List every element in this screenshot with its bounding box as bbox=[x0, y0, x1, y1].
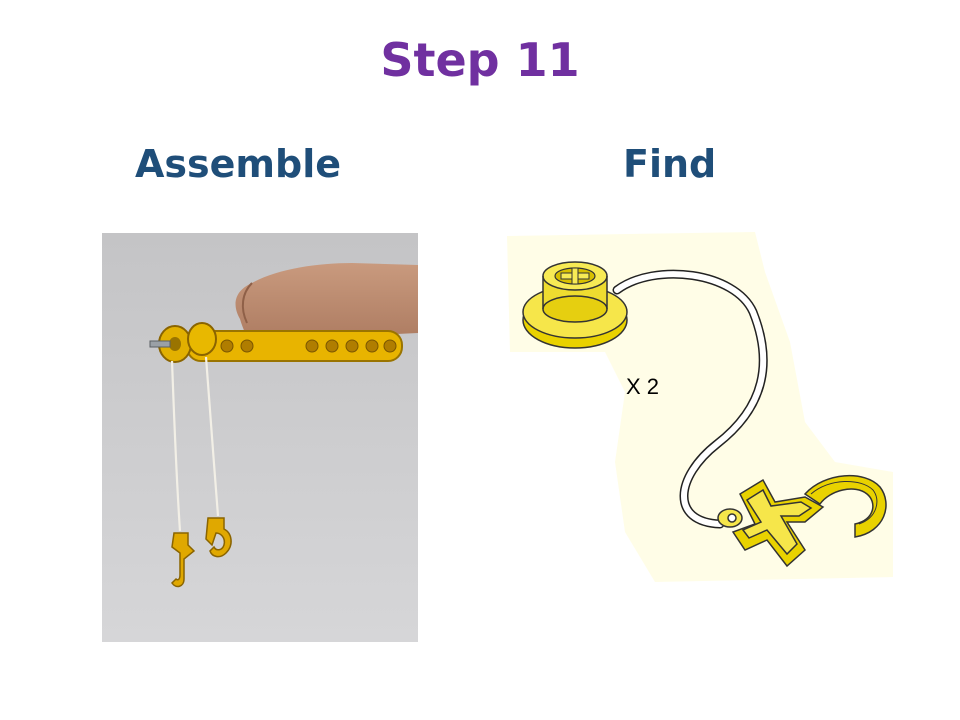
pulley-rear bbox=[187, 322, 217, 356]
hook-right bbox=[205, 517, 232, 558]
assemble-photo bbox=[102, 233, 418, 642]
slide-title: Step 11 bbox=[380, 33, 580, 87]
string-right bbox=[204, 356, 220, 517]
hook-left bbox=[171, 532, 196, 588]
pulley-part bbox=[522, 261, 628, 349]
find-illustration bbox=[505, 232, 895, 582]
string-left bbox=[170, 360, 182, 532]
quantity-label: X 2 bbox=[626, 374, 660, 399]
hook-part bbox=[717, 475, 887, 568]
find-heading: Find bbox=[623, 142, 717, 186]
assemble-heading: Assemble bbox=[135, 142, 342, 186]
